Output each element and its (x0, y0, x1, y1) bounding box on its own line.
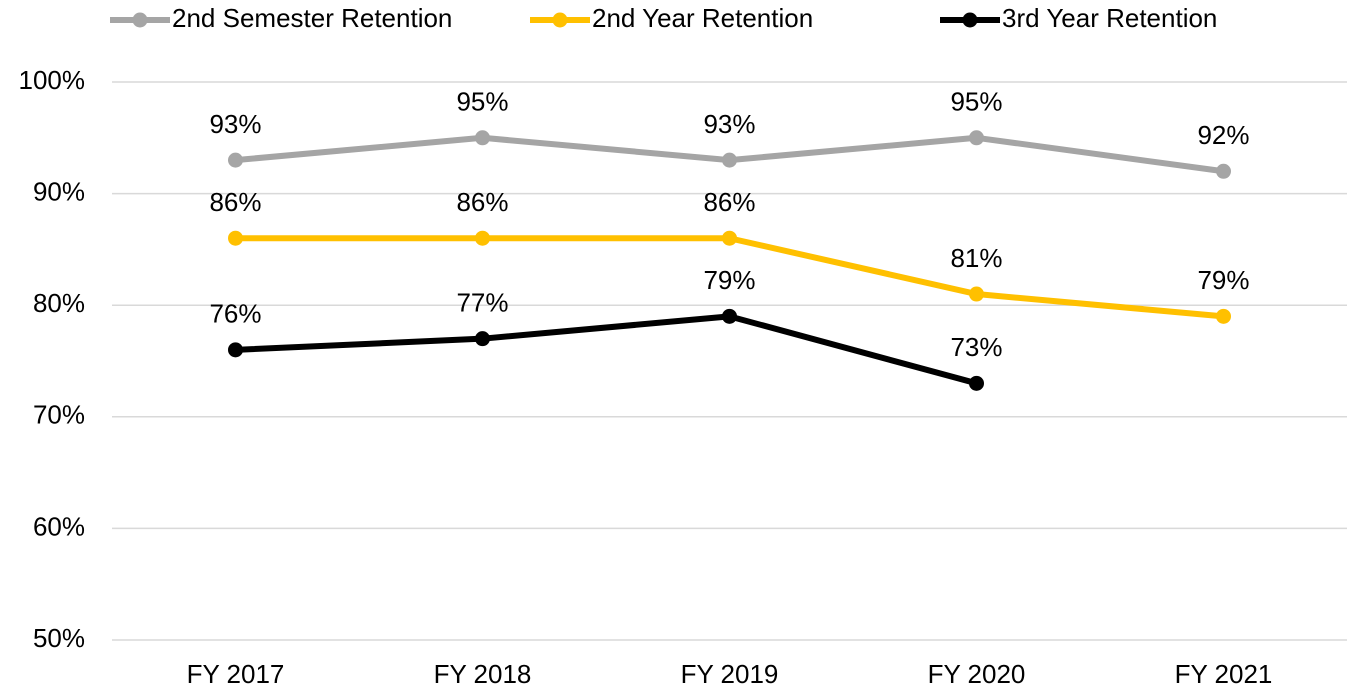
data-label: 93% (209, 109, 261, 139)
data-point (722, 230, 737, 246)
data-point (722, 308, 737, 324)
data-label: 86% (703, 187, 755, 217)
legend-marker (132, 12, 148, 28)
data-point (475, 331, 490, 347)
x-tick-label: FY 2020 (928, 659, 1026, 689)
y-tick-label: 50% (33, 623, 85, 653)
y-tick-label: 60% (33, 511, 85, 541)
data-label: 79% (703, 265, 755, 295)
data-label: 79% (1197, 265, 1249, 295)
y-tick-label: 70% (33, 400, 85, 430)
legend-label: 2nd Year Retention (592, 3, 813, 33)
legend-marker (552, 12, 568, 28)
data-point (228, 342, 243, 358)
data-point (228, 152, 243, 168)
y-tick-label: 90% (33, 176, 85, 206)
data-point (228, 230, 243, 246)
data-label: 77% (456, 288, 508, 318)
legend-marker (962, 12, 978, 28)
data-point (969, 130, 984, 146)
data-point (969, 375, 984, 391)
data-label: 76% (209, 299, 261, 329)
data-label: 92% (1197, 120, 1249, 150)
data-point (1216, 308, 1231, 324)
x-tick-label: FY 2021 (1175, 659, 1273, 689)
legend-label: 2nd Semester Retention (172, 3, 452, 33)
data-label: 73% (950, 332, 1002, 362)
y-tick-label: 80% (33, 288, 85, 318)
data-point (475, 230, 490, 246)
data-point (969, 286, 984, 302)
data-label: 93% (703, 109, 755, 139)
data-label: 86% (209, 187, 261, 217)
data-label: 81% (950, 243, 1002, 273)
x-tick-label: FY 2017 (187, 659, 285, 689)
data-point (722, 152, 737, 168)
legend-label: 3rd Year Retention (1002, 3, 1217, 33)
x-tick-label: FY 2019 (681, 659, 779, 689)
data-point (475, 130, 490, 146)
series-line (235, 313, 978, 387)
data-point (1216, 163, 1231, 179)
data-label: 95% (456, 87, 508, 117)
data-label: 95% (950, 87, 1002, 117)
y-tick-label: 100% (19, 65, 86, 95)
x-tick-label: FY 2018 (434, 659, 532, 689)
data-label: 86% (456, 187, 508, 217)
